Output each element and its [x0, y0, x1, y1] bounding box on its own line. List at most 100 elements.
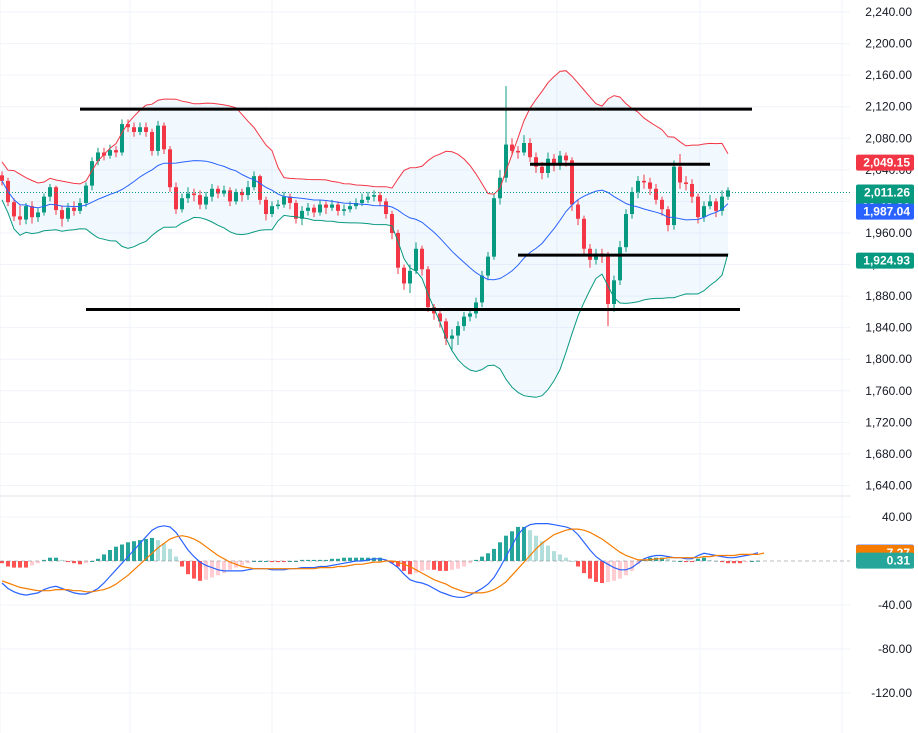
macd-histogram-bar	[306, 559, 310, 561]
macd-histogram-bar	[102, 554, 106, 561]
candle-body	[192, 193, 196, 196]
candle-body	[492, 198, 496, 257]
candle-body	[606, 256, 610, 304]
candle-body	[648, 182, 652, 189]
macd-histogram-bar	[468, 561, 472, 564]
candle-body	[156, 125, 160, 151]
price-axis-tick-label: 1,680.00	[865, 447, 912, 461]
macd-histogram-bar	[0, 561, 4, 564]
price-axis[interactable]: 2,240.00 2,200.00 2,160.00 2,120.00 2,080.00…	[851, 0, 918, 733]
candle-body	[690, 184, 694, 197]
candle-body	[72, 207, 76, 211]
macd-histogram-bar	[180, 561, 184, 567]
macd-histogram-bar	[624, 561, 628, 576]
price-axis-background	[851, 0, 918, 733]
candle-body	[510, 144, 514, 151]
bollinger-fill	[2, 70, 728, 398]
price-axis-tick-label: 1,880.00	[865, 289, 912, 303]
candle-body	[60, 210, 64, 219]
candle-body	[294, 202, 298, 219]
candle-body	[414, 248, 418, 271]
macd-histogram-bar	[528, 530, 532, 561]
bollinger-band-lines	[1, 70, 729, 398]
candle-body	[258, 176, 262, 200]
candle-body	[684, 182, 688, 185]
candle-body	[168, 149, 172, 188]
candle-body	[150, 131, 154, 151]
candle-body	[12, 202, 16, 217]
candle-body	[354, 202, 358, 207]
macd-histogram-bar	[18, 561, 22, 568]
candle-body	[306, 207, 310, 211]
macd-histogram-bar	[504, 535, 508, 561]
macd-histogram-bar	[360, 557, 364, 561]
macd-axis-tick-label: -80.00	[878, 642, 912, 656]
macd-histogram-bar	[54, 557, 58, 561]
candle-body	[318, 204, 322, 213]
macd-axis-tick-label: 40.00	[882, 510, 912, 524]
candle-body	[126, 124, 130, 128]
macd-badge-background	[856, 552, 914, 569]
macd-histogram-bar	[318, 559, 322, 561]
macd-histogram-bar	[330, 558, 334, 561]
macd-histogram-bar	[498, 542, 502, 561]
macd-histogram-bar	[42, 559, 46, 561]
support-resistance-lines[interactable]	[80, 107, 752, 312]
macd-histogram-bar	[714, 561, 718, 562]
macd-histogram-bar	[108, 550, 112, 561]
macd-histogram-bar	[684, 561, 688, 563]
macd-histogram-bar	[438, 561, 442, 571]
macd-histogram-bar	[480, 556, 484, 561]
macd-histogram-bar	[432, 561, 436, 570]
candle-body	[654, 188, 658, 200]
candle-body	[198, 195, 202, 205]
candle-body	[486, 256, 490, 276]
candle-body	[720, 196, 724, 211]
candle-body	[624, 214, 628, 248]
candle-body	[276, 204, 280, 207]
macd-histogram-bar	[744, 561, 748, 563]
macd-histogram-bar	[582, 561, 586, 574]
macd-histogram-bar	[516, 526, 520, 561]
candle-body	[252, 176, 256, 188]
candle-body	[564, 155, 568, 161]
candle-body	[108, 150, 112, 156]
macd-histogram-bar	[594, 561, 598, 582]
macd-histogram-bar	[492, 548, 496, 561]
candle-body	[708, 201, 712, 207]
bollinger-upper-line	[1, 70, 729, 195]
candle-body	[594, 253, 598, 260]
candle-body	[360, 199, 364, 203]
candle-body	[120, 124, 124, 153]
candle-body	[132, 127, 136, 132]
candle-body	[48, 187, 52, 197]
candle-body	[312, 207, 316, 213]
candle-body	[576, 204, 580, 219]
macd-histogram-bar	[690, 561, 694, 563]
candle-body	[138, 127, 142, 132]
candle-body	[0, 175, 4, 181]
macd-histogram-bar	[186, 561, 190, 575]
candle-body	[300, 210, 304, 219]
price-axis-tick-label: 2,080.00	[865, 131, 912, 145]
macd-histogram-bar	[270, 561, 274, 563]
candle-body	[78, 202, 82, 211]
price-axis-tick-label: 1,760.00	[865, 384, 912, 398]
macd-histogram-bar	[216, 561, 220, 576]
price-axis-tick-label: 1,800.00	[865, 352, 912, 366]
price-axis-tick-label: 1,840.00	[865, 321, 912, 335]
macd-histogram-bar	[132, 541, 136, 561]
candle-body	[324, 204, 328, 208]
candle-body	[678, 166, 682, 183]
bollinger-basis-line	[1, 160, 729, 281]
candle-body	[612, 280, 616, 304]
candle-body	[444, 321, 448, 339]
macd-histogram-bar	[288, 561, 292, 562]
candle-body	[246, 187, 250, 196]
candle-body	[216, 188, 220, 194]
price-axis-tick-label: 1,960.00	[865, 226, 912, 240]
macd-histogram-bar	[540, 541, 544, 561]
bollinger-band-fill	[2, 70, 728, 398]
candle-body	[726, 190, 730, 197]
